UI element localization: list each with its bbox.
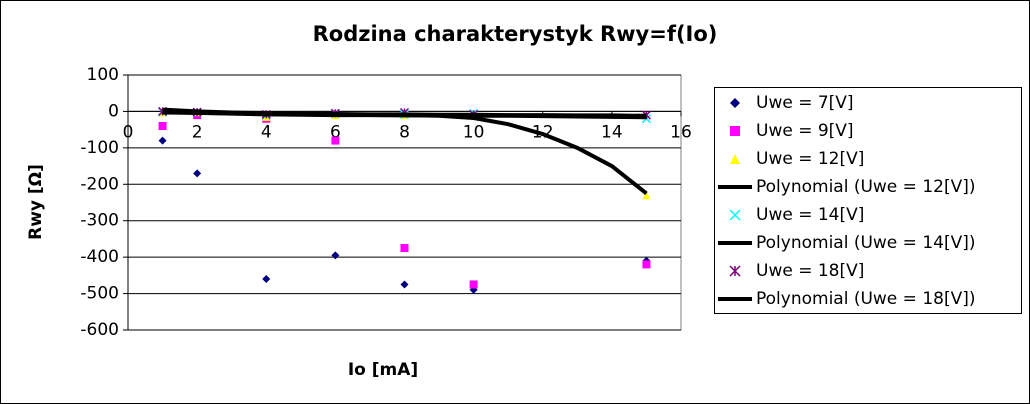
y-tick-label: -300: [80, 211, 119, 231]
y-tick-label: -500: [80, 284, 119, 304]
legend-label: Polynomial (Uwe = 18[V]): [756, 289, 975, 309]
y-tick-label: -100: [80, 138, 119, 158]
point: [158, 122, 167, 130]
point: [642, 191, 651, 200]
x-axis-title: Io [mA]: [348, 360, 418, 380]
y-tick-label: -200: [80, 174, 119, 194]
point: [642, 260, 651, 269]
y-tick-label: 0: [108, 101, 119, 121]
legend-label: Uwe = 7[V]: [756, 93, 854, 113]
y-tick-label: -400: [80, 247, 119, 267]
legend-label: Uwe = 18[V]: [756, 261, 864, 281]
legend-swatch: [729, 209, 741, 221]
legend-label: Uwe = 14[V]: [756, 205, 864, 225]
x-tick-label: 16: [670, 122, 692, 142]
x-tick-label: 14: [601, 122, 623, 142]
y-tick-label: 100: [87, 65, 119, 85]
x-tick-label: 2: [192, 122, 203, 142]
y-tick-label: -600: [80, 320, 119, 340]
x-tick-label: 8: [399, 122, 410, 142]
x-tick-label: 10: [463, 122, 485, 142]
legend-label: Polynomial (Uwe = 12[V]): [756, 177, 975, 197]
x-tick-label: 6: [330, 122, 341, 142]
legend-swatch: [730, 126, 740, 136]
point: [400, 244, 409, 253]
legend-swatch: [730, 98, 740, 108]
point: [193, 169, 202, 178]
x-tick-label: 0: [123, 122, 134, 142]
point: [262, 275, 271, 283]
legend-label: Uwe = 9[V]: [756, 121, 854, 141]
y-axis-title: Rwy [Ω]: [26, 164, 46, 240]
point: [331, 251, 340, 260]
x-tick-label: 4: [261, 122, 272, 142]
legend-label: Uwe = 12[V]: [756, 149, 864, 169]
legend-label: Polynomial (Uwe = 14[V]): [756, 233, 975, 253]
legend-swatch: [729, 265, 741, 277]
legend: [714, 87, 1022, 314]
point: [331, 136, 340, 145]
point: [158, 136, 167, 145]
trendline: [162, 110, 647, 118]
point: [469, 280, 478, 289]
point: [400, 280, 409, 289]
legend-swatch: [730, 154, 740, 164]
chart-title: Rodzina charakterystyk Rwy=f(Io): [313, 22, 718, 46]
